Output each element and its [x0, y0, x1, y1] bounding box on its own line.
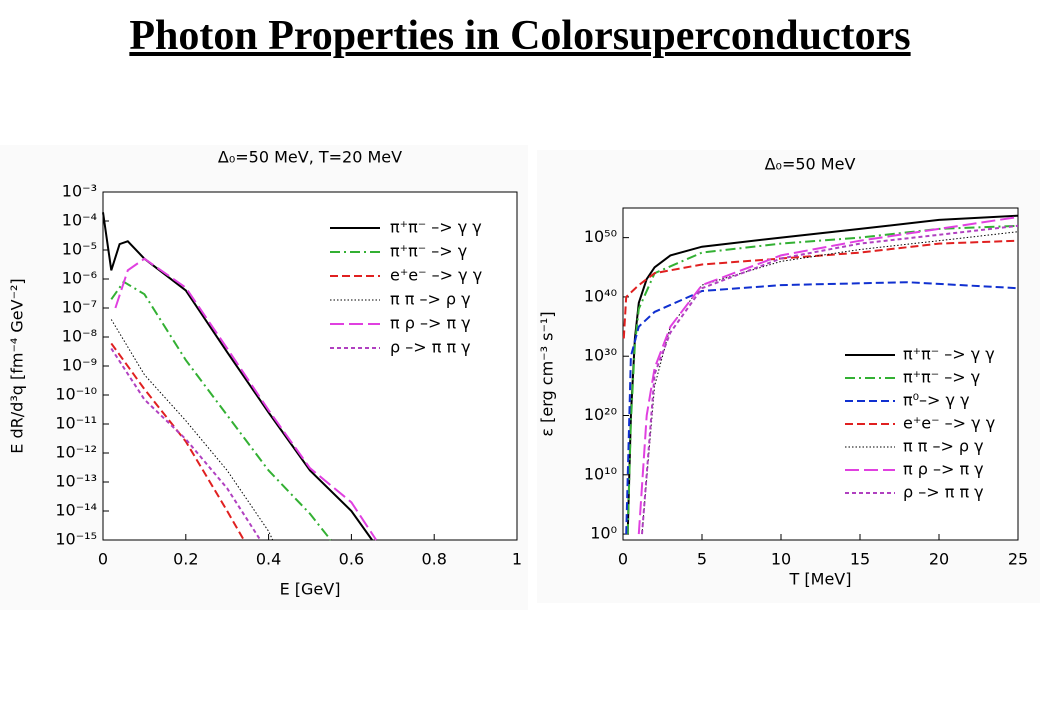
- plot-area: [102, 191, 518, 541]
- y-tick-label: 10⁻¹⁴: [55, 501, 97, 520]
- y-tick-label: 10⁻¹⁰: [55, 385, 97, 404]
- legend-label: ρ –> π π γ: [903, 483, 984, 502]
- series-line: [110, 280, 332, 541]
- y-tick-label: 10⁻⁴: [62, 211, 97, 230]
- y-tick-label: 10⁻³: [62, 182, 97, 201]
- legend-label: π⁺π⁻ –> γ γ: [903, 345, 995, 364]
- series-line: [110, 342, 245, 541]
- y-tick-label: 10⁻¹³: [55, 472, 97, 491]
- legend-label: π⁺π⁻ –> γ γ: [390, 218, 482, 237]
- legend-label: π π –> ρ γ: [390, 290, 471, 309]
- legend-label: π π –> ρ γ: [903, 437, 984, 456]
- x-tick-label: 25: [1008, 550, 1028, 569]
- chart-title: Δ₀=50 MeV: [765, 155, 856, 174]
- x-tick-label: 10: [771, 550, 791, 569]
- plot-area: [622, 207, 1019, 541]
- x-tick-label: 0: [618, 550, 628, 569]
- legend-label: e⁺e⁻ –> γ γ: [903, 414, 995, 433]
- y-tick-label: 10⁵⁰: [584, 227, 617, 246]
- x-tick-label: 0.8: [421, 550, 446, 569]
- series-line: [102, 212, 373, 541]
- y-tick-label: 10¹⁰: [584, 464, 617, 483]
- y-tick-label: 10⁻¹⁵: [55, 530, 97, 549]
- legend-label: e⁺e⁻ –> γ γ: [390, 266, 482, 285]
- legend-label: π⁺π⁻ –> γ: [903, 368, 980, 387]
- legend-label: π ρ –> π γ: [903, 460, 984, 479]
- legend-label: ρ –> π π γ: [390, 338, 471, 357]
- y-axis-label: ε [erg cm⁻³ s⁻¹]: [538, 311, 557, 436]
- series-line: [637, 216, 1019, 535]
- y-tick-label: 10⁻¹¹: [55, 414, 97, 433]
- chart-title: Δ₀=50 MeV, T=20 MeV: [218, 148, 402, 167]
- legend-label: π ρ –> π γ: [390, 314, 471, 333]
- x-tick-label: 15: [850, 550, 870, 569]
- x-tick-label: 0.2: [173, 550, 198, 569]
- y-axis-label: E dR/d³q [fm⁻⁴ GeV⁻²]: [8, 278, 27, 453]
- y-tick-label: 10²⁰: [584, 405, 617, 424]
- y-tick-label: 10⁻¹²: [55, 443, 97, 462]
- x-tick-label: 20: [929, 550, 949, 569]
- y-tick-label: 10³⁰: [584, 346, 617, 365]
- x-tick-label: 0: [98, 550, 108, 569]
- y-tick-label: 10⁻⁷: [62, 298, 97, 317]
- x-tick-label: 0.6: [339, 550, 364, 569]
- x-axis-label: E [GeV]: [280, 580, 341, 599]
- x-tick-label: 0.4: [256, 550, 281, 569]
- series-line: [110, 319, 274, 541]
- slide-title: Photon Properties in Colorsuperconductor…: [129, 13, 911, 59]
- y-tick-label: 10⁴⁰: [584, 286, 617, 305]
- legend-label: π⁰–> γ γ: [903, 391, 970, 410]
- series-line: [641, 224, 1019, 535]
- series-line: [641, 231, 1019, 535]
- x-tick-label: 5: [697, 550, 707, 569]
- series-line: [626, 224, 1019, 535]
- series-line: [114, 257, 378, 541]
- y-tick-label: 10⁻⁵: [62, 240, 97, 259]
- legend-label: π⁺π⁻ –> γ: [390, 242, 467, 261]
- y-tick-label: 10⁻⁶: [62, 269, 97, 288]
- x-tick-label: 1: [512, 550, 522, 569]
- y-tick-label: 10⁻⁹: [62, 356, 97, 375]
- x-axis-label: T [MeV]: [789, 570, 852, 589]
- y-tick-label: 10⁻⁸: [62, 327, 97, 346]
- series-line: [625, 281, 1019, 535]
- series-line: [622, 239, 1019, 339]
- y-tick-label: 10⁰: [590, 524, 617, 543]
